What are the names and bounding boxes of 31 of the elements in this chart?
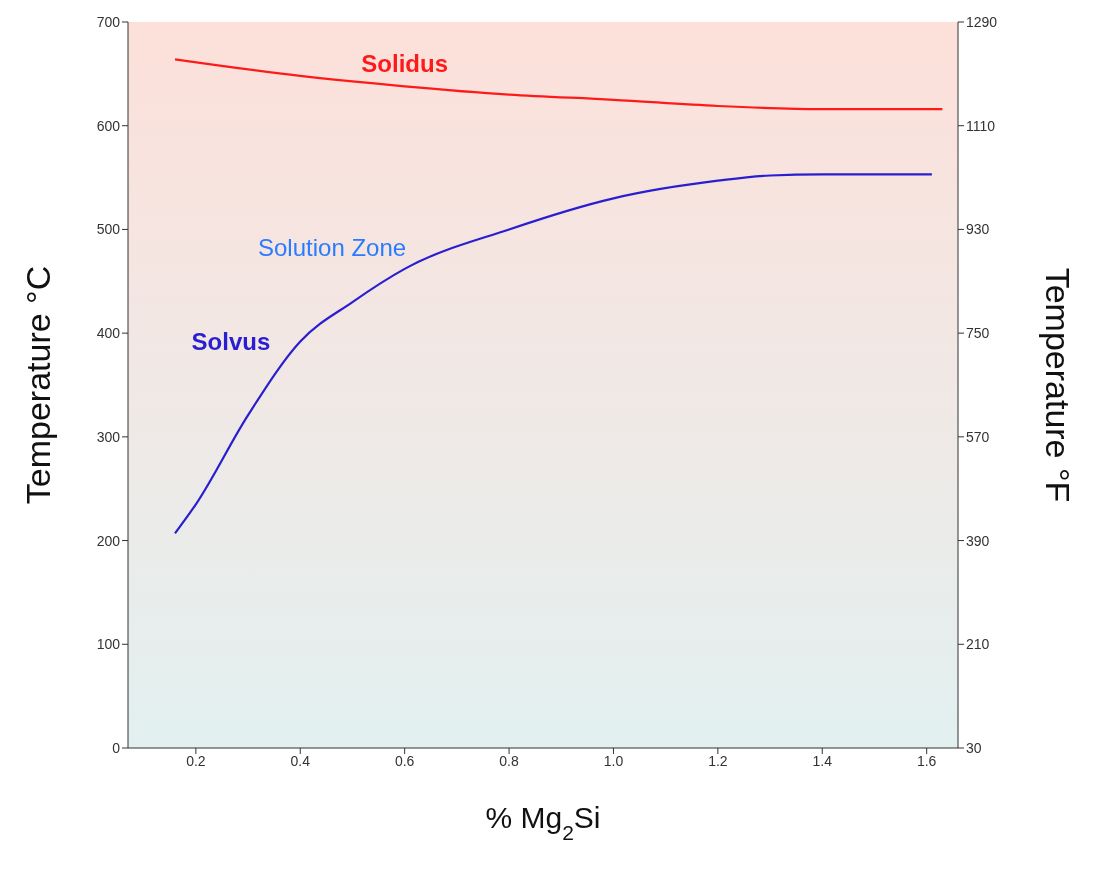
x-tick-label: 0.4 — [290, 752, 311, 769]
y2-tick-label: 570 — [966, 428, 990, 445]
x-tick-label: 1.0 — [603, 752, 624, 769]
y-tick-label: 300 — [96, 428, 121, 445]
y2-tick-label: 1110 — [966, 117, 996, 134]
y-axis-title: Temperature °C — [19, 265, 58, 505]
y-tick-label: 400 — [96, 325, 121, 342]
y2-tick-label: 210 — [966, 636, 990, 653]
annotation: Solution Zone — [258, 234, 407, 261]
y-tick-label: 500 — [96, 221, 121, 238]
x-tick-label: 1.4 — [812, 752, 833, 769]
series-label: Solvus — [191, 327, 271, 355]
y2-tick-label: 1290 — [966, 13, 998, 30]
x-tick-label: 0.8 — [499, 752, 520, 769]
x-axis-title: % Mg$_{2}$Si — [485, 801, 601, 844]
y-tick-label: 600 — [96, 117, 121, 134]
y-tick-label: 200 — [96, 532, 121, 549]
x-tick-label: 1.6 — [916, 752, 937, 769]
y-tick-label: 700 — [96, 13, 121, 30]
y2-tick-label: 390 — [966, 532, 990, 549]
x-tick-label: 1.2 — [708, 752, 728, 769]
y2-tick-label: 750 — [966, 325, 990, 342]
x-tick-label: 0.6 — [394, 752, 415, 769]
x-tick-label: 0.2 — [186, 752, 206, 769]
y2-tick-label: 930 — [966, 221, 990, 238]
series-label: Solidus — [361, 50, 448, 78]
y-tick-label: 0 — [112, 739, 121, 756]
y2-tick-label: 30 — [966, 739, 982, 756]
y-tick-label: 100 — [96, 636, 121, 653]
y2-axis-title: Temperature °F — [1038, 267, 1077, 503]
line-series — [173, 173, 933, 535]
